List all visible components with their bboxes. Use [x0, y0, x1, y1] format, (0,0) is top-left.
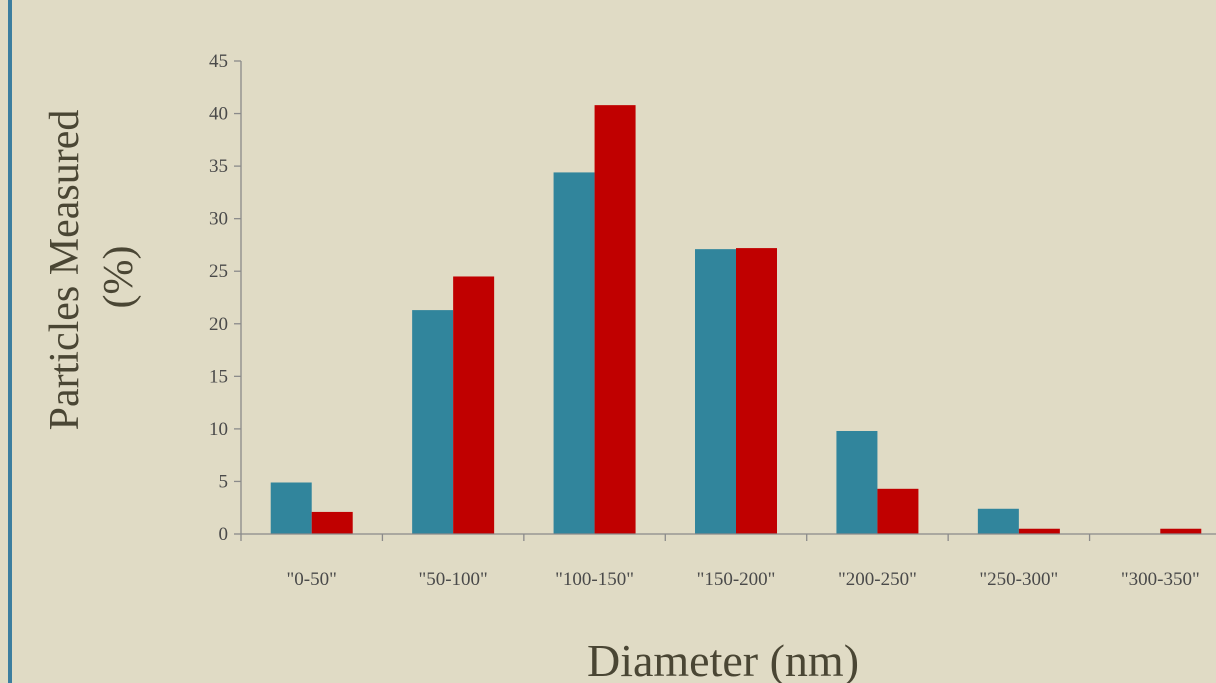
bar-series1-5	[836, 430, 878, 534]
y-tick-label: 45	[209, 51, 228, 72]
x-tick-label: "100-150"	[555, 569, 634, 590]
bar-series2-4	[736, 248, 777, 534]
y-tick-label: 0	[219, 524, 229, 545]
bar-series1-4	[695, 249, 736, 534]
bar-series1-2	[412, 310, 454, 534]
x-tick-label: "300-350"	[1121, 569, 1200, 590]
x-tick-label: "150-200"	[697, 569, 776, 590]
bar-series2-5	[877, 488, 919, 534]
x-axis-title: Diameter (nm)	[587, 635, 859, 683]
y-axis-title: Particles Measured	[42, 110, 88, 431]
y-tick-label: 25	[209, 261, 228, 282]
bar-series2-7	[1160, 528, 1202, 534]
bars-layer	[270, 105, 1202, 534]
axes-layer	[234, 60, 1216, 541]
slide-accent-rule	[8, 0, 12, 683]
y-tick-label: 35	[209, 156, 228, 177]
bar-series1-3	[553, 172, 595, 534]
y-tick-label: 5	[219, 471, 229, 492]
bar-series2-2	[453, 276, 495, 534]
y-axis-title-unit: (%)	[96, 246, 142, 309]
y-tick-label: 40	[209, 104, 228, 125]
bar-series1-1	[270, 482, 312, 534]
y-tick-label: 30	[209, 209, 228, 230]
bar-series1-6	[977, 508, 1019, 534]
x-tick-label: "200-250"	[838, 569, 917, 590]
x-tick-label: "50-100"	[418, 569, 487, 590]
bar-series2-6	[1018, 528, 1060, 534]
x-tick-label: "0-50"	[287, 569, 337, 590]
y-tick-label: 20	[209, 314, 228, 335]
y-tick-label: 15	[209, 366, 228, 387]
labels-layer: 0 5 10 15 20 25 30 35 40 45 "0-50" "50-100" "100-150…	[209, 51, 1200, 590]
y-tick-label: 10	[209, 419, 228, 440]
bar-series2-3	[594, 105, 636, 534]
x-tick-label: "250-300"	[979, 569, 1058, 590]
bar-series2-1	[311, 511, 353, 534]
